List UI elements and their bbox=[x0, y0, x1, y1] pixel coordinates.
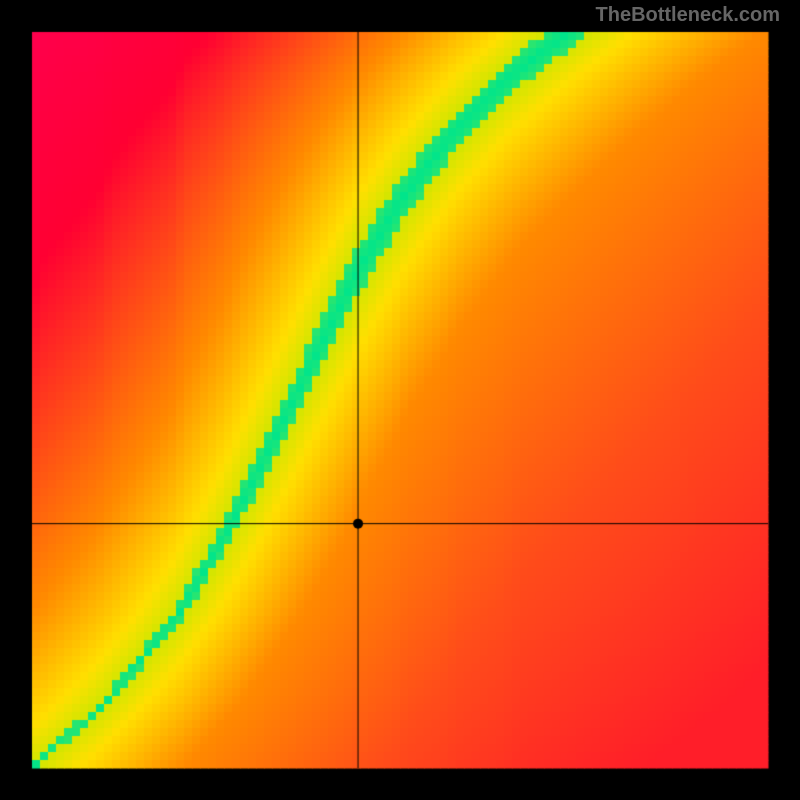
chart-container: TheBottleneck.com bbox=[0, 0, 800, 800]
heatmap-canvas bbox=[0, 0, 800, 800]
watermark-label: TheBottleneck.com bbox=[596, 4, 780, 27]
